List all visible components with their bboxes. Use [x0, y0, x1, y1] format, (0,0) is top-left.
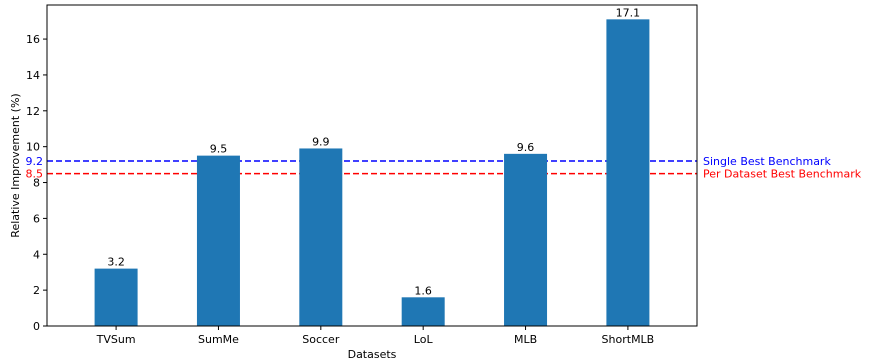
reference-lines: Single Best Benchmark 9.2 Per Dataset Best… — [26, 155, 862, 181]
bar-mlb — [504, 153, 548, 326]
y-tick-label: 4 — [33, 248, 40, 261]
x-axis: TVSum SumMe Soccer LoL MLB ShortMLB — [96, 326, 655, 346]
y-tick-label: 10 — [26, 141, 40, 154]
bar-shortmlb — [606, 19, 650, 326]
bar-value-label: 17.1 — [616, 6, 641, 19]
x-tick-label: TVSum — [96, 333, 136, 346]
bar-value-label: 9.5 — [210, 143, 228, 156]
x-tick-label: SumMe — [198, 333, 239, 346]
x-tick-label: Soccer — [302, 333, 340, 346]
y-axis: 0 2 4 6 8 10 12 14 16 — [26, 33, 47, 333]
reference-line-value: 8.5 — [26, 168, 44, 181]
bar-value-label: 9.9 — [312, 135, 330, 148]
bars — [94, 19, 650, 326]
x-tick-label: MLB — [514, 333, 537, 346]
y-tick-label: 0 — [33, 320, 40, 333]
y-tick-label: 16 — [26, 33, 40, 46]
bar-tvsum — [94, 268, 138, 326]
x-axis-title: Datasets — [348, 348, 397, 361]
y-tick-label: 2 — [33, 284, 40, 297]
x-tick-label: ShortMLB — [602, 333, 655, 346]
y-tick-label: 6 — [33, 212, 40, 225]
bar-value-label: 3.2 — [107, 256, 125, 269]
plot-frame — [46, 4, 698, 327]
bar-lol — [401, 297, 445, 326]
y-tick-label: 14 — [26, 69, 40, 82]
bar-value-label: 9.6 — [517, 141, 535, 154]
y-tick-label: 8 — [33, 177, 40, 190]
reference-line-label: Single Best Benchmark — [703, 155, 831, 168]
reference-line-label: Per Dataset Best Benchmark — [703, 168, 862, 181]
reference-line-value: 9.2 — [26, 155, 44, 168]
y-tick-label: 12 — [26, 105, 40, 118]
y-axis-title: Relative Improvement (%) — [9, 93, 22, 237]
x-tick-label: LoL — [414, 333, 434, 346]
bar-summe — [196, 155, 240, 326]
bar-value-labels: 3.2 9.5 9.9 1.6 9.6 17.1 — [107, 6, 640, 297]
bar-soccer — [299, 148, 343, 326]
bar-value-label: 1.6 — [414, 284, 432, 297]
